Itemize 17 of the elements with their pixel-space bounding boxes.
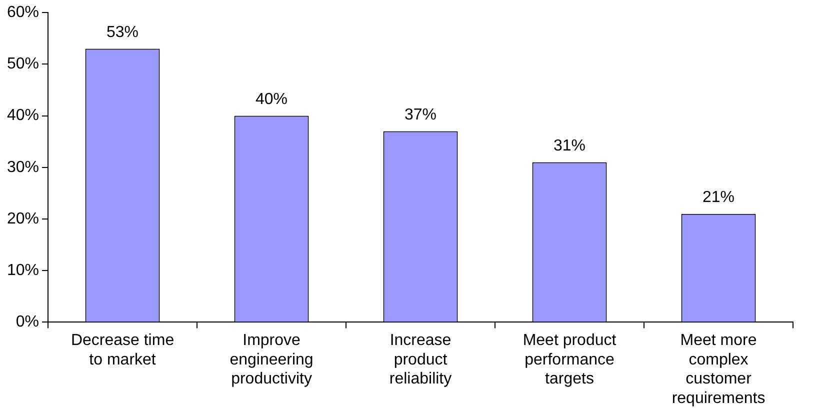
data-label: 40% <box>256 91 288 108</box>
data-label: 37% <box>404 106 437 124</box>
y-tick-label: 10% <box>6 262 40 280</box>
x-tick-label: Meet product performance targets <box>522 332 617 388</box>
y-tick-label: 20% <box>6 210 40 228</box>
y-tick-label: 50% <box>6 56 40 73</box>
y-tick-label: 40% <box>6 107 40 124</box>
x-tick-label: Meet more complex customer requirements <box>672 332 766 407</box>
y-tick-label: 30% <box>6 158 40 176</box>
y-tick-label: 0% <box>16 314 40 331</box>
data-label: 31% <box>553 138 586 155</box>
x-tick-label: Improve engineering productivity <box>230 332 314 388</box>
data-label: 21% <box>702 189 735 206</box>
x-tick-label: Increase product reliability <box>389 332 452 388</box>
data-label: 53% <box>106 24 139 42</box>
x-tick-label: Decrease time to market <box>70 332 174 368</box>
y-tick-label: 60% <box>6 4 40 22</box>
